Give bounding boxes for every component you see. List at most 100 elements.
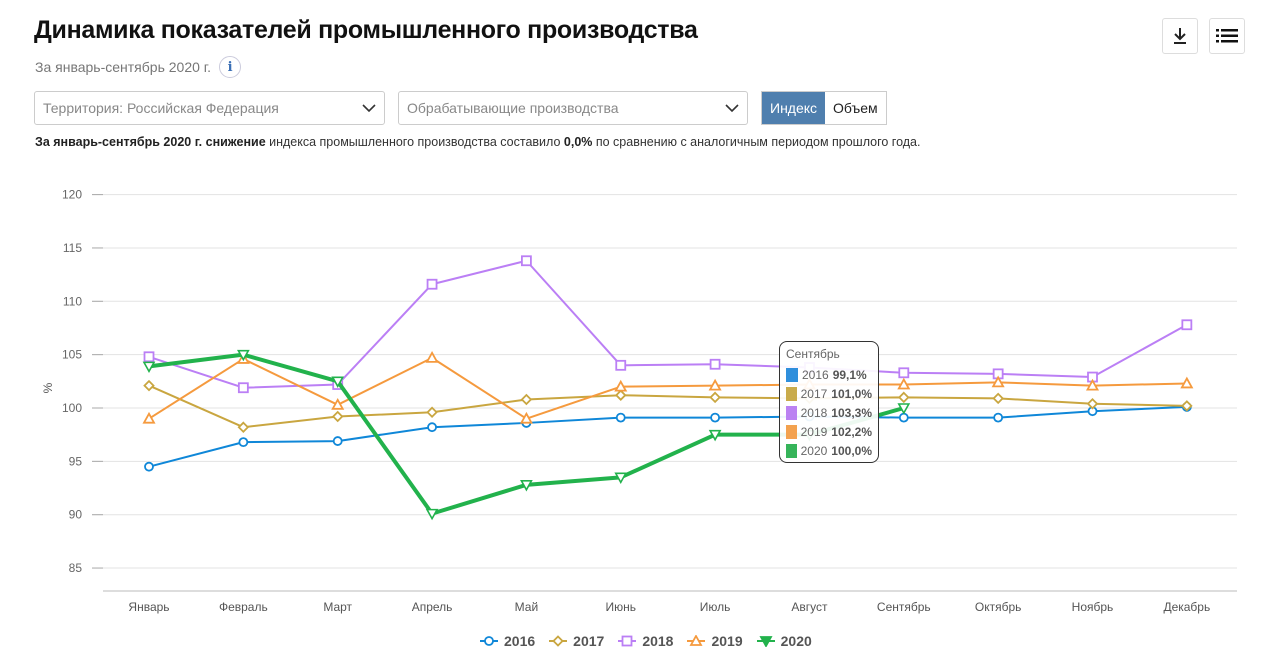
data-point[interactable]	[144, 461, 154, 472]
chart-legend: 2016 2017 2018 2019 2020	[480, 633, 812, 649]
tooltip-title: Сентябрь	[786, 347, 840, 361]
data-point[interactable]	[708, 378, 722, 391]
series-2018	[143, 255, 1193, 394]
data-point[interactable]	[614, 379, 628, 392]
tooltip-swatch	[786, 405, 797, 420]
tooltip-row: 2019 102,2%	[786, 422, 872, 441]
data-point[interactable]	[552, 635, 564, 647]
data-point[interactable]	[898, 412, 909, 423]
data-point[interactable]	[521, 255, 532, 267]
data-point[interactable]	[142, 361, 156, 374]
data-point[interactable]	[425, 508, 439, 521]
data-point[interactable]	[1085, 378, 1100, 391]
tooltip-value: 101,0%	[831, 386, 872, 401]
data-point[interactable]	[1181, 400, 1193, 412]
data-point[interactable]	[332, 436, 343, 446]
summary-text: За январь-сентябрь 2020 г. снижение инде…	[35, 135, 921, 149]
page-title: Динамика показателей промышленного произ…	[34, 16, 698, 44]
data-point[interactable]	[709, 391, 721, 404]
data-point[interactable]	[237, 421, 250, 433]
summary-text-part: индекса промышленного производства соста…	[265, 135, 564, 149]
y-tick-label: 95	[69, 454, 83, 468]
data-point[interactable]	[1181, 319, 1193, 331]
x-tick-label: Апрель	[412, 600, 453, 614]
data-point[interactable]	[991, 375, 1005, 388]
tooltip-row: 2016 99,1%	[786, 365, 872, 384]
data-point[interactable]	[143, 379, 155, 392]
data-point[interactable]	[897, 403, 911, 415]
series-2019	[142, 350, 1194, 424]
data-point[interactable]	[709, 358, 721, 370]
data-point[interactable]	[621, 635, 633, 647]
data-point[interactable]	[519, 411, 533, 424]
data-point[interactable]	[331, 376, 345, 388]
chevron-down-icon	[362, 104, 376, 113]
menu-button[interactable]	[1209, 18, 1245, 54]
data-point[interactable]	[238, 437, 249, 448]
legend-item-2018[interactable]: 2018	[618, 633, 673, 649]
data-point[interactable]	[237, 382, 249, 394]
data-point[interactable]	[898, 391, 910, 404]
data-point[interactable]	[1086, 397, 1099, 410]
data-point[interactable]	[993, 412, 1004, 423]
diamond-marker-icon	[549, 635, 568, 647]
data-point[interactable]	[426, 278, 438, 290]
info-icon[interactable]: i	[219, 56, 242, 78]
data-point[interactable]	[236, 349, 250, 362]
data-point[interactable]	[897, 377, 911, 390]
data-point[interactable]	[520, 393, 533, 406]
tooltip-row: 2017 101,0%	[786, 384, 872, 403]
data-point[interactable]	[520, 480, 533, 492]
triangle-marker-icon	[687, 635, 706, 646]
data-point[interactable]	[331, 397, 345, 410]
data-point[interactable]	[759, 636, 773, 647]
legend-item-2019[interactable]: 2019	[687, 633, 743, 649]
mode-index-button[interactable]: Индекс	[762, 92, 826, 124]
legend-label: 2016	[504, 633, 536, 649]
industry-select[interactable]: Обрабатывающие производства	[398, 91, 748, 125]
tooltip-swatch	[786, 443, 797, 458]
summary-text-part: по сравнению с аналогичным периодом прош…	[592, 135, 921, 149]
legend-item-2017[interactable]: 2017	[549, 633, 604, 649]
series-line	[148, 405, 1187, 468]
legend-item-2016[interactable]: 2016	[480, 633, 535, 649]
legend-item-2020[interactable]: 2020	[756, 633, 812, 649]
data-point[interactable]	[142, 411, 156, 424]
summary-bold-period: За январь-сентябрь 2020 г. снижение	[35, 135, 266, 149]
data-point[interactable]	[708, 429, 722, 442]
data-point[interactable]	[331, 410, 344, 423]
period-label: За январь-сентябрь 2020 г.	[35, 59, 212, 75]
data-point[interactable]	[898, 367, 910, 379]
territory-value: Территория: Российская Федерация	[43, 100, 279, 116]
data-point[interactable]	[425, 350, 439, 363]
x-tick-label: Май	[515, 600, 539, 614]
data-point[interactable]	[614, 389, 627, 401]
data-point[interactable]	[615, 359, 627, 371]
x-tick-label: Декабрь	[1163, 600, 1210, 614]
tooltip-year: 2020	[800, 443, 828, 458]
x-tick-label: Ноябрь	[1072, 600, 1114, 614]
series-2017	[143, 379, 1193, 433]
data-point[interactable]	[143, 351, 155, 363]
mode-volume-button[interactable]: Объем	[825, 92, 886, 124]
list-icon	[1216, 29, 1238, 43]
data-point[interactable]	[426, 406, 438, 419]
data-point[interactable]	[484, 636, 494, 646]
data-point[interactable]	[710, 412, 720, 423]
data-point[interactable]	[614, 472, 628, 485]
data-point[interactable]	[427, 422, 437, 433]
chevron-down-icon	[725, 104, 739, 113]
tooltip-row: 2020 100,0%	[786, 441, 872, 460]
territory-select[interactable]: Территория: Российская Федерация	[34, 91, 385, 125]
tooltip-swatch	[786, 386, 797, 401]
y-tick-label: 105	[62, 348, 82, 362]
y-tick-label: 120	[62, 188, 82, 202]
tooltip-swatch	[786, 367, 798, 382]
x-tick-label: Март	[323, 600, 352, 614]
data-point[interactable]	[1180, 376, 1194, 389]
data-point[interactable]	[615, 412, 626, 423]
data-point[interactable]	[689, 635, 703, 646]
download-button[interactable]	[1162, 18, 1198, 54]
data-point[interactable]	[992, 392, 1004, 405]
